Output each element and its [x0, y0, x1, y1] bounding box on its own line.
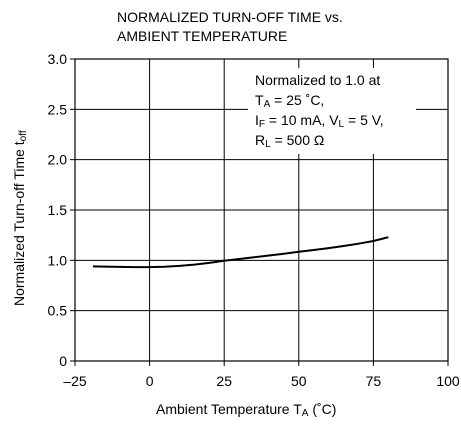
- x-tick-label: 50: [291, 373, 307, 389]
- annotation-box: Normalized to 1.0 at TA = 25 ˚C, IF = 10…: [248, 68, 416, 154]
- annotation-line-1: Normalized to 1.0 at: [255, 72, 380, 88]
- y-tick-label: 0: [59, 353, 67, 369]
- annotation-line-2: TA = 25 ˚C,: [255, 92, 324, 110]
- annotation-line-3-c: = 5 V,: [344, 112, 384, 128]
- annotation-line-3-sub-2: L: [339, 119, 345, 130]
- x-axis: –25 0 25 50 75 100: [63, 361, 460, 389]
- y-axis-label: Normalized Turn-off Time toff: [11, 130, 29, 306]
- x-tick-label: –25: [63, 373, 87, 389]
- annotation-line-3: IF = 10 mA, VL = 5 V,: [255, 112, 384, 130]
- annotation-line-4-b: = 500 Ω: [271, 132, 325, 148]
- x-axis-label-suffix: (˚C): [308, 401, 336, 417]
- y-tick-label: 2.5: [48, 101, 68, 117]
- x-axis-label: Ambient Temperature TA (˚C): [156, 401, 336, 419]
- y-axis-label-sub: off: [18, 130, 29, 141]
- x-tick-label: 75: [366, 373, 382, 389]
- chart-title-line-2: AMBIENT TEMPERATURE: [117, 28, 287, 44]
- annotation-line-4: RL = 500 Ω: [255, 132, 324, 150]
- annotation-line-3-sub-1: F: [259, 119, 265, 130]
- x-axis-label-text: Ambient Temperature T: [156, 401, 302, 417]
- annotation-background: [248, 68, 416, 154]
- annotation-line-4-sub: L: [265, 139, 271, 150]
- y-axis: 0 0.5 1.0 1.5 2.0 2.5 3.0: [48, 51, 75, 369]
- annotation-line-2-sub: A: [264, 99, 271, 110]
- x-tick-label: 25: [216, 373, 232, 389]
- annotation-line-3-b: = 10 mA, V: [265, 112, 339, 128]
- y-tick-label: 2.0: [48, 152, 68, 168]
- x-tick-label: 0: [146, 373, 154, 389]
- y-axis-label-text: Normalized Turn-off Time t: [11, 141, 27, 306]
- x-axis-label-sub: A: [302, 408, 309, 419]
- x-tick-label: 100: [436, 373, 460, 389]
- y-tick-label: 3.0: [48, 51, 68, 67]
- annotation-line-4-a: R: [255, 132, 265, 148]
- series-line: [92, 236, 389, 269]
- chart-title-line-1: NORMALIZED TURN-OFF TIME vs.: [117, 9, 343, 25]
- y-tick-label: 1.5: [48, 202, 68, 218]
- annotation-line-2-a: T: [255, 92, 264, 108]
- y-tick-label: 1.0: [48, 252, 68, 268]
- y-tick-label: 0.5: [48, 303, 68, 319]
- annotation-line-3-a: I: [255, 112, 259, 128]
- annotation-line-2-b: = 25 ˚C,: [270, 92, 324, 108]
